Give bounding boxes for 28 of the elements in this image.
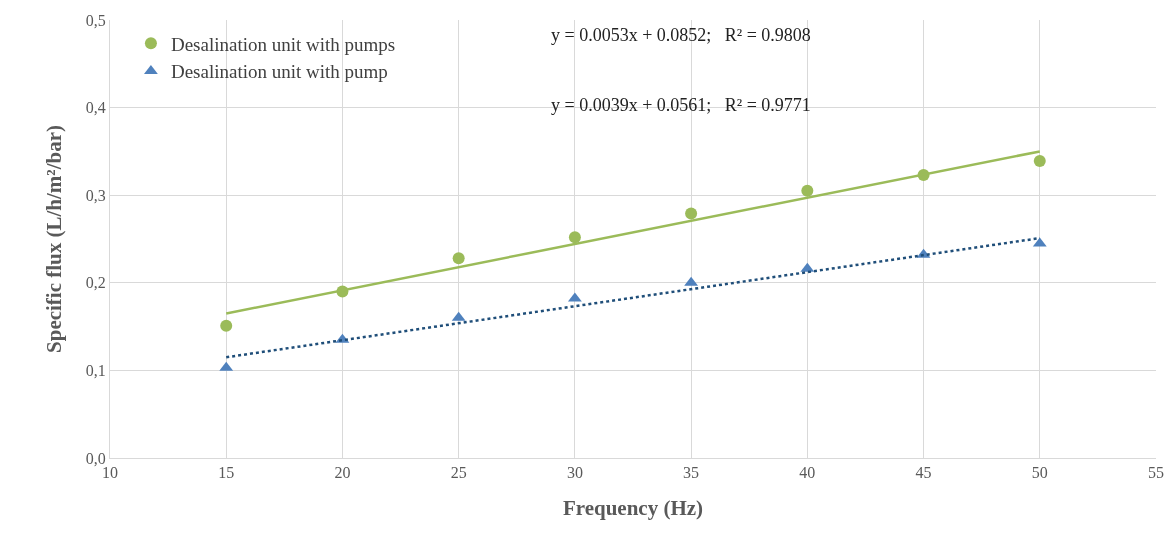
- x-tick-label: 10: [102, 464, 118, 482]
- x-tick-label: 30: [566, 464, 583, 482]
- point: [685, 207, 698, 220]
- annotation: y = 0.0039x + 0.0561; R² = 0.9771: [551, 95, 811, 115]
- y-axis-title: Specific flux (L/h/m²/bar): [41, 125, 66, 353]
- y-tick-label: 0,0: [85, 449, 106, 467]
- x-tick-label: 15: [218, 464, 235, 482]
- x-tick-label: 35: [683, 464, 700, 482]
- x-tick-label: 45: [915, 464, 932, 482]
- point: [1033, 155, 1046, 168]
- y-tick-label: 0,3: [85, 186, 106, 204]
- y-tick-label: 0,2: [85, 274, 106, 292]
- x-tick-label: 25: [450, 464, 467, 482]
- y-tick-label: 0,5: [85, 11, 106, 29]
- y-tick-label: 0,4: [85, 99, 106, 117]
- point: [568, 231, 581, 244]
- point: [452, 252, 465, 265]
- x-tick-label: 55: [1148, 464, 1164, 482]
- point: [220, 319, 233, 332]
- y-tick-label: 0,1: [85, 362, 106, 379]
- x-axis-title: Frequency (Hz): [562, 496, 704, 521]
- legend-label: Desalination unit with pump: [170, 61, 388, 83]
- legend-label: Desalination unit with pumps: [170, 33, 396, 55]
- annotation: y = 0.0053x + 0.0852; R² = 0.9808: [551, 25, 811, 45]
- x-tick-label: 40: [799, 464, 816, 482]
- x-tick-label: 20: [334, 464, 351, 482]
- x-tick-label: 50: [1031, 464, 1048, 482]
- point: [801, 184, 814, 197]
